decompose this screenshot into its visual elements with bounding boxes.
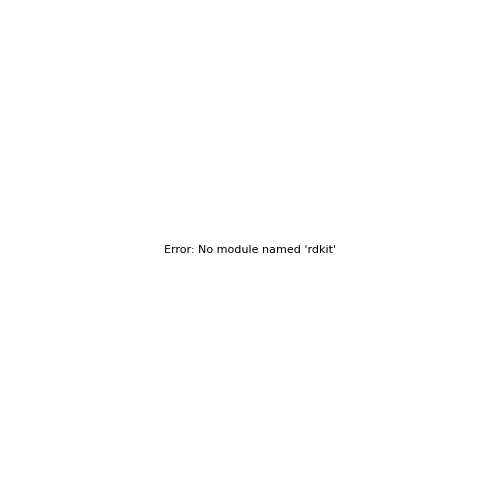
Text: Error: No module named 'rdkit': Error: No module named 'rdkit' (164, 245, 336, 255)
